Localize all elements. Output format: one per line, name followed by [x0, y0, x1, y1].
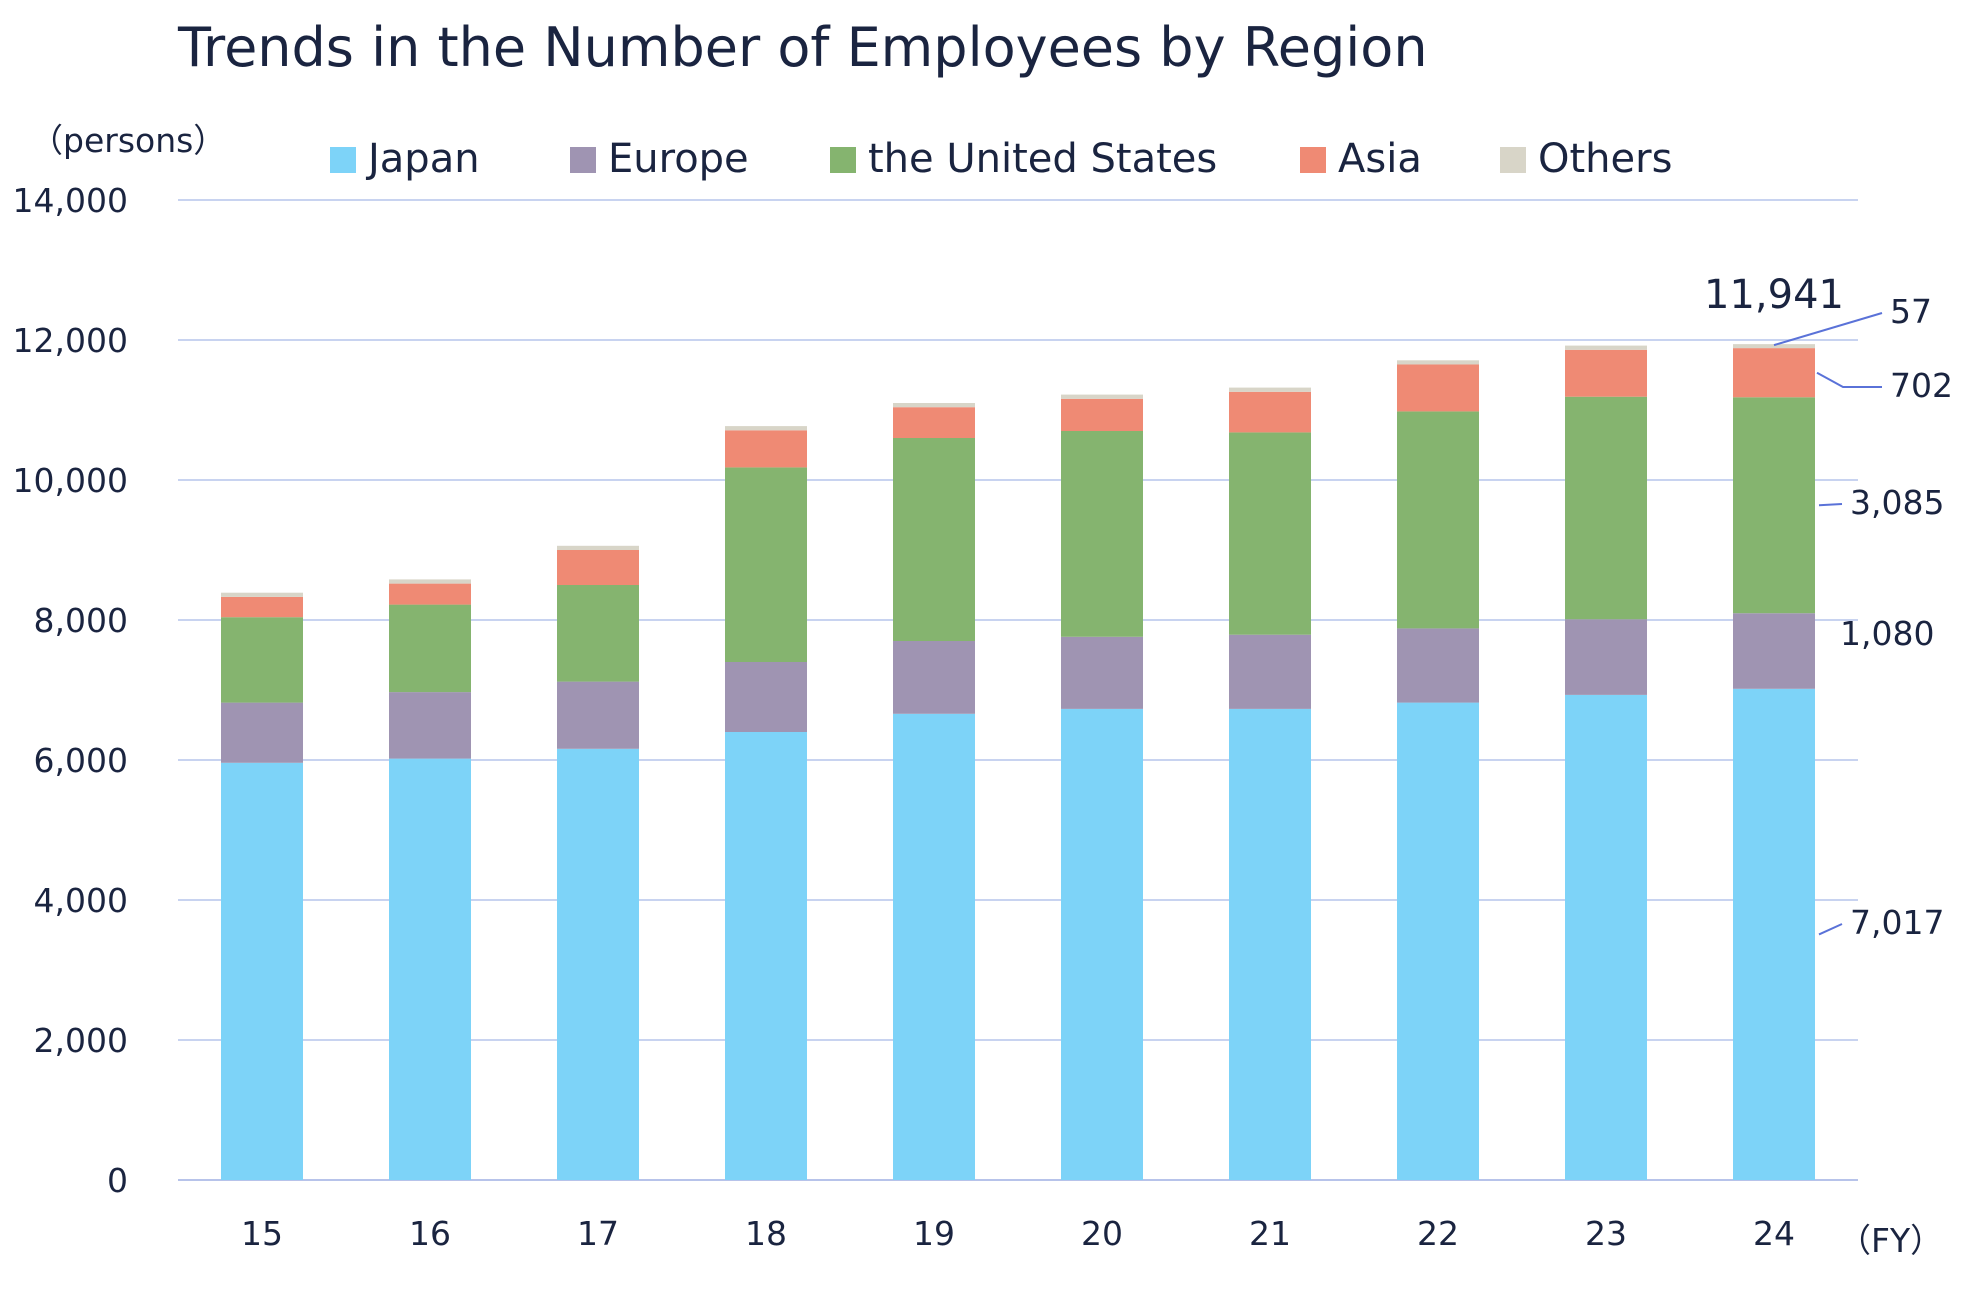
y-axis-unit-label: （persons） — [30, 121, 226, 160]
bar-segment — [221, 592, 303, 597]
bar-segment — [389, 758, 471, 1180]
x-tick-label: 20 — [1081, 1214, 1123, 1253]
data-labels: 11,941 7,017 1,080 3,085 702 57 — [1704, 272, 1953, 942]
legend-label: the United States — [868, 136, 1217, 182]
x-tick-label: 21 — [1249, 1214, 1291, 1253]
bars — [221, 344, 1815, 1180]
x-tick-label: 19 — [913, 1214, 955, 1253]
x-tick-label: 15 — [241, 1214, 283, 1253]
bar-segment — [1061, 708, 1143, 1180]
legend-swatch — [570, 147, 596, 173]
x-tick-label: 23 — [1585, 1214, 1627, 1253]
leader-line — [1818, 503, 1843, 507]
y-tick-label: 8,000 — [34, 601, 128, 640]
bar-segment — [221, 596, 303, 618]
x-tick-label: 24 — [1753, 1214, 1795, 1253]
legend-swatch — [1500, 147, 1526, 173]
leader-line — [1818, 923, 1843, 936]
bar-segment — [557, 748, 639, 1180]
chart-title: Trends in the Number of Employees by Reg… — [177, 16, 1428, 79]
bar-segment — [389, 692, 471, 759]
bar-segment — [1733, 348, 1815, 398]
data-label: 3,085 — [1850, 483, 1944, 522]
legend-swatch — [330, 147, 356, 173]
bar-segment — [389, 604, 471, 693]
bar-segment — [1397, 360, 1479, 365]
leader-line — [1773, 312, 1883, 347]
y-tick-label: 12,000 — [13, 321, 128, 360]
bar-segment — [1061, 636, 1143, 709]
y-tick-label: 10,000 — [13, 461, 128, 500]
legend-swatch — [1300, 147, 1326, 173]
bar-segment — [1565, 619, 1647, 695]
bar-segment — [725, 467, 807, 662]
total-label: 11,941 — [1704, 272, 1844, 318]
legend-label: Asia — [1338, 136, 1422, 182]
bar-segment — [1061, 394, 1143, 399]
bar-segment — [1565, 396, 1647, 620]
bar-segment — [1061, 431, 1143, 637]
bar-segment — [557, 585, 639, 682]
bar-segment — [557, 681, 639, 749]
bar-segment — [1061, 398, 1143, 431]
bar-segment — [1565, 349, 1647, 397]
bar-segment — [1229, 391, 1311, 433]
bar-segment — [1733, 397, 1815, 614]
bar-segment — [221, 762, 303, 1180]
bar-segment — [221, 617, 303, 703]
bar-segment — [389, 583, 471, 605]
bar-segment — [1397, 364, 1479, 412]
bar-segment — [1229, 634, 1311, 709]
data-label: 702 — [1890, 366, 1953, 405]
x-tick-label: 22 — [1417, 1214, 1459, 1253]
bar-segment — [893, 713, 975, 1180]
bar-segment — [1229, 432, 1311, 635]
y-axis-ticks: 0 2,000 4,000 6,000 8,000 10,000 12,000 14,000 — [13, 181, 128, 1200]
y-tick-label: 2,000 — [34, 1021, 128, 1060]
y-tick-label: 6,000 — [34, 741, 128, 780]
x-axis-unit-label: （FY） — [1838, 1221, 1943, 1260]
y-tick-label: 14,000 — [13, 181, 128, 220]
bar-segment — [1733, 613, 1815, 689]
data-label: 57 — [1890, 292, 1932, 331]
leader-line — [1816, 371, 1882, 388]
bar-segment — [1397, 411, 1479, 629]
data-label: 1,080 — [1840, 614, 1934, 653]
x-axis-ticks: 15 16 17 18 19 20 21 22 23 24 — [241, 1214, 1795, 1253]
bar-segment — [725, 426, 807, 431]
x-tick-label: 16 — [409, 1214, 451, 1253]
bar-segment — [1397, 628, 1479, 703]
legend: Japan Europe the United States Asia Others — [330, 136, 1672, 182]
legend-swatch — [830, 147, 856, 173]
bar-segment — [1565, 694, 1647, 1180]
bar-segment — [725, 662, 807, 732]
bar-segment — [1565, 345, 1647, 350]
legend-label: Europe — [608, 136, 749, 182]
data-label: 7,017 — [1850, 903, 1944, 942]
bar-segment — [389, 579, 471, 584]
y-tick-label: 4,000 — [34, 881, 128, 920]
bar-segment — [893, 641, 975, 714]
bar-segment — [1733, 688, 1815, 1180]
bar-segment — [893, 438, 975, 641]
legend-label: Others — [1538, 136, 1672, 182]
x-tick-label: 18 — [745, 1214, 787, 1253]
x-tick-label: 17 — [577, 1214, 619, 1253]
bar-segment — [221, 702, 303, 763]
bar-segment — [1733, 344, 1815, 349]
bar-segment — [1397, 702, 1479, 1180]
bar-segment — [725, 430, 807, 468]
legend-label: Japan — [365, 136, 480, 182]
bar-segment — [557, 550, 639, 585]
y-tick-label: 0 — [107, 1161, 128, 1200]
bar-segment — [557, 545, 639, 550]
bar-segment — [1229, 387, 1311, 392]
bar-segment — [1229, 708, 1311, 1180]
bar-segment — [893, 407, 975, 438]
bar-segment — [893, 403, 975, 408]
bar-segment — [725, 732, 807, 1180]
